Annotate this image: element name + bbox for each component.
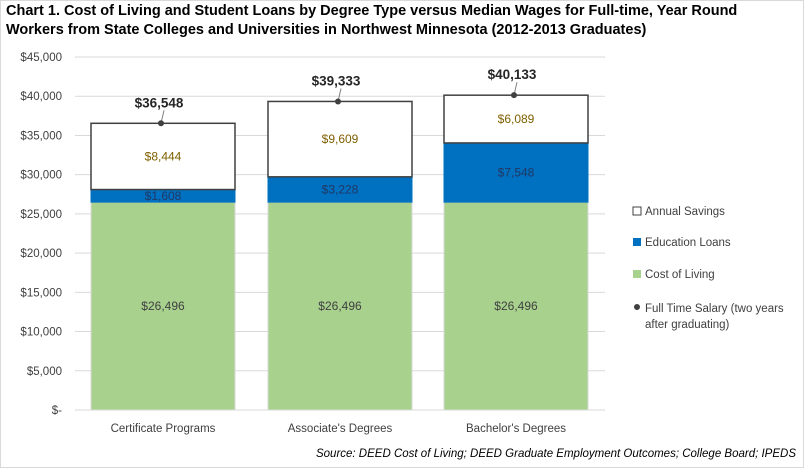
salary-label: $39,333: [312, 73, 361, 88]
bar-segment-annual-savings: [443, 94, 589, 144]
chart-title: Chart 1. Cost of Living and Student Loan…: [6, 3, 738, 38]
data-label-cost-of-living: $26,496: [141, 299, 185, 313]
salary-marker: [511, 92, 517, 99]
data-labels: $26,496 $1,608 $8,444 $36,548 $26,496 $3,228 $…: [135, 67, 538, 313]
bar-segment-cost-of-living: [90, 201, 236, 411]
legend-swatch-education-loans: [633, 238, 641, 246]
y-tick-label: $5,000: [27, 366, 62, 378]
salary-marker: [335, 98, 341, 105]
legend-label-cost-of-living: Cost of Living: [645, 269, 715, 281]
y-tick-label: $25,000: [20, 209, 62, 221]
data-label-education-loans: $3,228: [322, 182, 359, 196]
data-label-education-loans: $1,608: [145, 189, 182, 203]
x-axis: Certificate Programs Associate's Degrees B…: [111, 423, 567, 435]
legend-swatch-annual-savings: [632, 206, 642, 216]
x-category-label: Associate's Degrees: [288, 423, 393, 435]
y-tick-label: $35,000: [20, 130, 62, 142]
bar-segment-education-loans: [443, 142, 589, 203]
y-tick-label: $30,000: [20, 170, 62, 182]
bar-segment-annual-savings: [90, 122, 236, 191]
legend-label-annual-savings: Annual Savings: [645, 206, 725, 218]
data-label-annual-savings: $6,089: [498, 112, 535, 126]
data-label-annual-savings: $8,444: [145, 149, 182, 163]
source-note: Source: DEED Cost of Living; DEED Gradua…: [315, 448, 796, 460]
salary-label: $36,548: [135, 95, 184, 110]
bars: [90, 94, 589, 411]
y-axis: $- $5,000 $10,000 $15,000 $20,000 $25,000 $30,…: [20, 52, 62, 417]
x-category-label: Certificate Programs: [111, 423, 216, 435]
y-tick-label: $15,000: [20, 287, 62, 299]
data-label-education-loans: $7,548: [498, 166, 535, 180]
y-tick-label: $20,000: [20, 248, 62, 260]
y-tick-label: $45,000: [20, 52, 62, 64]
legend: Annual Savings Education Loans Cost of Liv…: [632, 206, 784, 331]
data-label-annual-savings: $9,609: [322, 132, 359, 146]
data-label-cost-of-living: $26,496: [318, 299, 362, 313]
legend-marker-full-time-salary: [634, 304, 640, 310]
legend-label-full-time-salary-line1: Full Time Salary (two years: [645, 303, 784, 315]
data-label-cost-of-living: $26,496: [494, 299, 538, 313]
bar-segment-cost-of-living: [443, 201, 589, 411]
legend-label-full-time-salary-line2: after graduating): [645, 319, 730, 331]
legend-swatch-cost-of-living: [633, 270, 641, 278]
y-tick-label: $-: [52, 405, 62, 417]
x-category-label: Bachelor's Degrees: [466, 423, 566, 435]
salary-marker: [158, 120, 164, 127]
y-tick-label: $10,000: [20, 327, 62, 339]
bar-segment-cost-of-living: [267, 201, 413, 411]
bar-segment-education-loans: [267, 176, 413, 203]
legend-label-education-loans: Education Loans: [645, 237, 731, 249]
salary-label: $40,133: [488, 67, 537, 82]
y-tick-label: $40,000: [20, 91, 62, 103]
